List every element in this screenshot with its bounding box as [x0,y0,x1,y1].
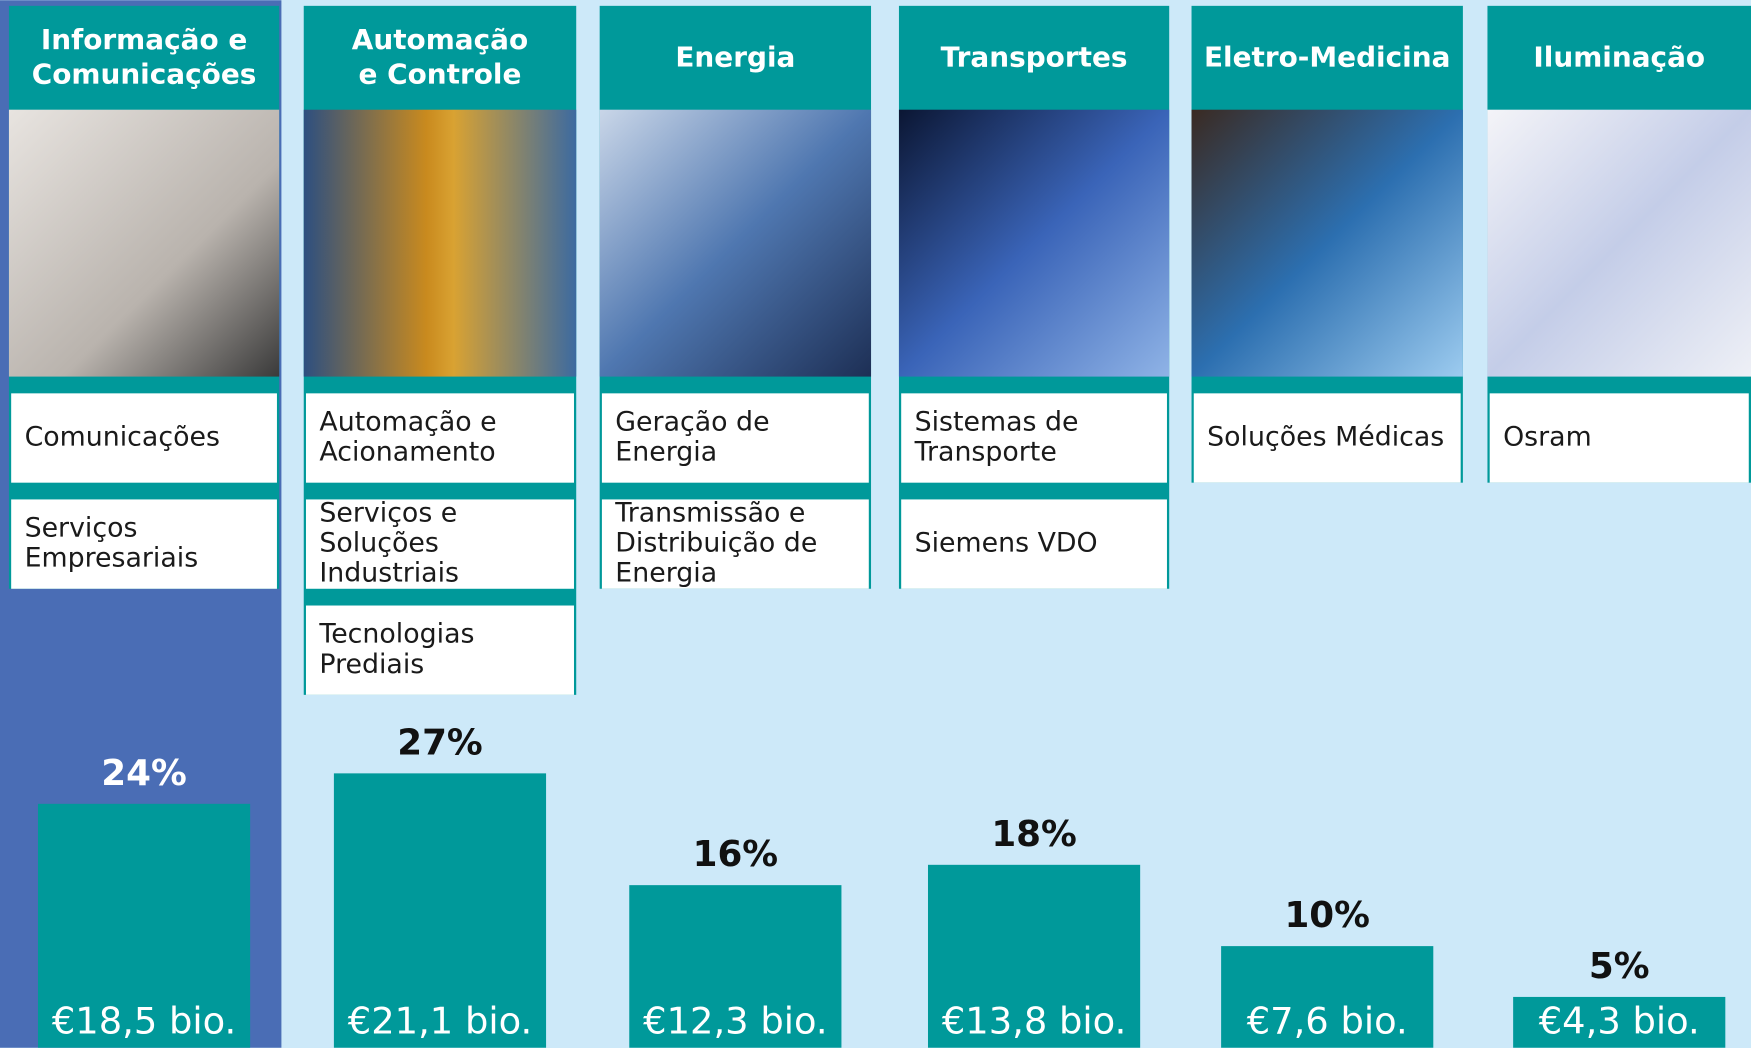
bar [1221,946,1434,1048]
bar [333,773,547,1048]
column-header-line: Energia [675,40,795,73]
division-label: Comunicações [25,422,220,453]
division-box [1489,393,1749,483]
division-label-line: Automação e [319,406,496,437]
column-header-line: Eletro-Medicina [1204,40,1450,73]
division-label: Osram [1503,422,1592,453]
bar [1513,996,1726,1048]
division-label-line: Soluções Médicas [1207,422,1444,453]
column-header: Informação e Comunicações [32,23,257,91]
division-label-line: Tecnologias [318,619,474,650]
division-label-line: Empresariais [25,543,199,574]
column-header-line: Iluminação [1533,40,1705,73]
division-box [601,393,869,483]
column-header: Energia [675,40,795,73]
column-image [303,109,577,377]
column-image [8,109,280,377]
bar [629,885,842,1048]
division-box [901,499,1167,589]
value-label: 27% [397,722,483,763]
division-label: Tecnologias Prediais [318,619,474,680]
division-label-line: Soluções [319,528,438,559]
column-image [1191,109,1463,377]
division-box [305,393,574,483]
column-header: Iluminação [1533,40,1705,73]
column-image [898,109,1170,377]
column-header: Eletro-Medicina [1204,40,1450,73]
column-header-line: Informação e [41,23,247,56]
division-label-line: Energia [615,437,717,468]
division-box [11,393,277,483]
division-label-line: Acionamento [319,437,495,468]
division-label: Geração de Energia [615,406,769,467]
revenue-label: €21,1 bio. [348,1000,532,1043]
revenue-label: €13,8 bio. [942,1000,1126,1043]
value-label: 16% [693,834,779,875]
division-box [305,605,574,695]
column-header-line: e Controle [359,58,522,91]
column-header-line: Comunicações [32,58,257,91]
column-image [599,109,872,377]
division-label-line: Comunicações [25,422,220,453]
division-label-line: Geração de [615,406,769,437]
division-label: Transmissão e Distribuição de Energia [614,497,817,588]
column-image [1487,109,1751,377]
value-label: 18% [991,814,1077,855]
value-label: 24% [101,753,187,794]
division-label-line: Osram [1503,422,1592,453]
column-header: Transportes [941,40,1128,73]
division-label: Serviços e Soluções Industriais [319,497,459,588]
division-label: Serviços Empresariais [25,513,199,574]
division-label-line: Siemens VDO [915,528,1098,559]
division-label-line: Prediais [319,649,424,680]
division-label-line: Industriais [319,558,459,589]
revenue-label: €4,3 bio. [1539,1000,1700,1043]
bar [927,864,1141,1048]
division-box [11,499,277,589]
column-header-line: Automação [352,23,528,56]
column-header-line: Transportes [941,40,1128,73]
column-header: Automação e Controle [352,23,528,91]
value-label: 10% [1284,895,1370,936]
division-label-line: Energia [615,558,717,589]
division-label-line: Transmissão e [614,497,805,528]
division-box [601,499,869,589]
division-label-line: Serviços e [319,497,457,528]
division-label: Soluções Médicas [1207,422,1444,453]
division-label: Siemens VDO [915,528,1098,559]
division-label-line: Transporte [914,437,1057,468]
revenue-label: €7,6 bio. [1247,1000,1408,1043]
division-box [1193,393,1461,483]
division-label-line: Serviços [25,513,138,544]
value-label: 5% [1589,946,1650,987]
bar [37,803,251,1048]
division-label-line: Distribuição de [615,528,817,559]
division-label: Automação e Acionamento [319,406,496,467]
division-box [305,499,574,589]
division-box [901,393,1167,483]
revenue-label: €18,5 bio. [52,1000,236,1043]
division-label-line: Sistemas de [915,406,1079,437]
revenue-label: €12,3 bio. [643,1000,827,1043]
division-label: Sistemas de Transporte [914,406,1079,467]
